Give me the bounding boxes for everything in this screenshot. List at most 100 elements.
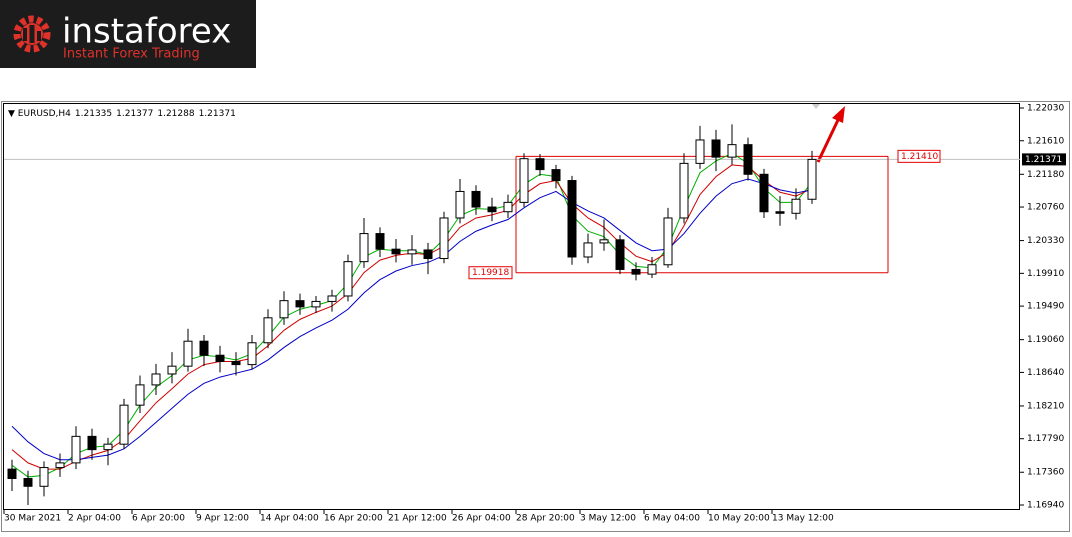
candle-body bbox=[535, 158, 545, 171]
candle-body bbox=[791, 198, 801, 214]
frame bbox=[1, 101, 1070, 532]
level-tag bbox=[897, 149, 941, 163]
candle-body bbox=[455, 190, 465, 219]
candle-body bbox=[279, 300, 289, 319]
y-tick-label: 1.18210 bbox=[1027, 401, 1064, 411]
info: ▼ EURUSD,H4 1.21335 1.21377 1.21288 1.21371 bbox=[8, 109, 236, 119]
candle-body bbox=[487, 206, 497, 213]
candle-body bbox=[647, 264, 657, 275]
candle-body bbox=[743, 144, 753, 175]
last-price-tag bbox=[1022, 153, 1066, 166]
level-label: 1.19918 bbox=[472, 268, 509, 278]
candle-body bbox=[103, 443, 113, 451]
info-open: 1.21335 bbox=[75, 109, 112, 119]
y-tick-label: 1.20330 bbox=[1027, 236, 1064, 246]
candle-body bbox=[759, 173, 769, 213]
moving-average bbox=[11, 152, 813, 478]
x-tick-label: 28 Apr 20:00 bbox=[516, 514, 575, 524]
candle-body bbox=[807, 158, 817, 200]
arrow bbox=[816, 106, 845, 163]
candle-body bbox=[695, 139, 705, 164]
candle-body bbox=[727, 144, 737, 158]
candle-body bbox=[247, 342, 257, 366]
candle-body bbox=[311, 300, 321, 308]
candle-body bbox=[135, 384, 145, 406]
y-tick-label: 1.19490 bbox=[1027, 302, 1064, 312]
level-label: 1.21410 bbox=[901, 152, 938, 162]
candle-body bbox=[551, 169, 561, 182]
tagline: Instant Forex Trading bbox=[63, 47, 200, 62]
y-tick-label: 1.21180 bbox=[1027, 170, 1064, 180]
candle-body bbox=[343, 261, 353, 297]
candle-body bbox=[119, 404, 129, 445]
candle-body bbox=[391, 248, 401, 255]
candle-body bbox=[663, 217, 673, 266]
candle-body bbox=[23, 477, 33, 487]
candle-body bbox=[423, 249, 433, 260]
candle-body bbox=[39, 467, 49, 487]
x-tick-label: 13 May 12:00 bbox=[772, 514, 834, 524]
candle-body bbox=[583, 242, 593, 258]
candle-body bbox=[631, 268, 641, 275]
candle-body bbox=[199, 340, 209, 356]
x-tick-label: 6 May 04:00 bbox=[644, 514, 700, 524]
plot-area bbox=[3, 103, 1020, 510]
candle-body bbox=[439, 217, 449, 260]
brand: instaforex bbox=[62, 12, 231, 52]
candle-body bbox=[231, 360, 241, 366]
y-tick-label: 1.19910 bbox=[1027, 269, 1064, 279]
y-tick-label: 1.22030 bbox=[1027, 103, 1064, 113]
candle-body bbox=[7, 468, 17, 479]
candle-body bbox=[567, 180, 577, 258]
candle-body bbox=[359, 233, 369, 263]
candle-body bbox=[327, 295, 337, 302]
info-low: 1.21288 bbox=[157, 109, 194, 119]
candle-body bbox=[183, 340, 193, 367]
y-tick-label: 1.20760 bbox=[1027, 203, 1064, 213]
y-tick-label: 1.21610 bbox=[1027, 136, 1064, 146]
level-tag bbox=[468, 266, 513, 280]
candle-body bbox=[679, 162, 689, 219]
symbol: EURUSD,H4 bbox=[18, 109, 71, 119]
last-price-label: 1.21371 bbox=[1025, 155, 1062, 165]
y-tick-label: 1.17360 bbox=[1027, 468, 1064, 478]
moving-average bbox=[11, 164, 813, 470]
info-high: 1.21377 bbox=[116, 109, 153, 119]
candle-body bbox=[775, 211, 785, 214]
candle-body bbox=[215, 354, 225, 362]
x-tick-label: 30 Mar 2021 bbox=[4, 514, 61, 524]
x-tick-label: 9 Apr 12:00 bbox=[196, 514, 249, 524]
candle-body bbox=[711, 139, 721, 158]
x-tick-label: 10 May 20:00 bbox=[708, 514, 770, 524]
y-tick-label: 1.19060 bbox=[1027, 335, 1064, 345]
candle-body bbox=[615, 239, 625, 270]
x-tick-label: 21 Apr 12:00 bbox=[388, 514, 447, 524]
candle-body bbox=[599, 239, 609, 244]
logo-gear bbox=[13, 15, 51, 53]
candle-body bbox=[503, 201, 513, 213]
candle-body bbox=[151, 373, 161, 386]
candle-body bbox=[87, 435, 97, 451]
candle-body bbox=[375, 233, 385, 250]
candle-body bbox=[295, 300, 305, 308]
candle-body bbox=[71, 435, 81, 464]
y-tick-label: 1.17790 bbox=[1027, 434, 1064, 444]
x-tick-label: 26 Apr 04:00 bbox=[452, 514, 511, 524]
shift-marker bbox=[812, 104, 820, 109]
candle-body bbox=[407, 249, 417, 255]
candle-body bbox=[167, 365, 177, 375]
moving-average bbox=[11, 178, 813, 461]
x-tick-label: 2 Apr 04:00 bbox=[68, 514, 121, 524]
x-tick-label: 16 Apr 20:00 bbox=[324, 514, 383, 524]
info-close: 1.21371 bbox=[199, 109, 236, 119]
candle-body bbox=[263, 317, 273, 344]
candle-body bbox=[55, 462, 65, 469]
x-tick-label: 3 May 12:00 bbox=[580, 514, 636, 524]
y-tick-label: 1.16940 bbox=[1027, 501, 1064, 511]
candle-body bbox=[519, 158, 529, 203]
x-tick-label: 14 Apr 04:00 bbox=[260, 514, 319, 524]
x-tick-label: 6 Apr 20:00 bbox=[132, 514, 185, 524]
y-tick-label: 1.18640 bbox=[1027, 368, 1064, 378]
